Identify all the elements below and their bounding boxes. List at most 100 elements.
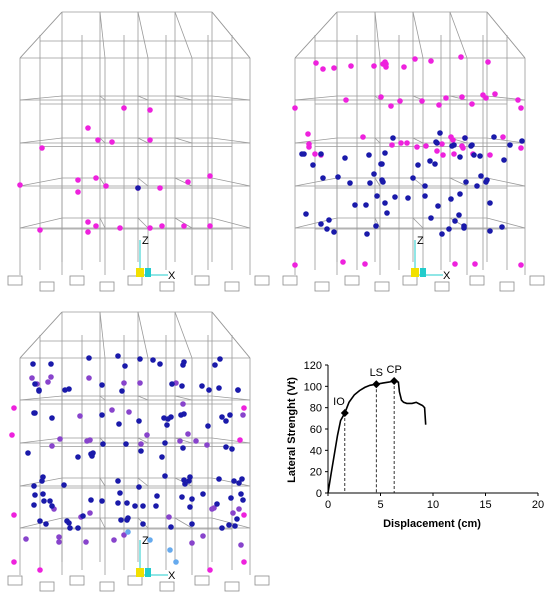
beam-line (137, 437, 149, 444)
z-axis-glyph: Z (142, 535, 149, 547)
plastic-hinge-dot (137, 356, 143, 362)
plastic-hinge-dot (217, 356, 223, 362)
plastic-hinge-dot (487, 200, 493, 206)
support-block (499, 281, 515, 292)
plastic-hinge-dot (40, 491, 46, 497)
plastic-hinge-dot (241, 512, 247, 518)
support-block (282, 275, 298, 286)
global-axes: ZX (136, 235, 176, 282)
beam-line (137, 11, 149, 59)
y-tick-label: 120 (304, 360, 322, 372)
plastic-hinge-dot (9, 432, 15, 438)
frame-lines (294, 11, 526, 275)
plastic-hinge-dot (214, 501, 220, 507)
origin-marker (136, 268, 144, 277)
beam-line (137, 477, 149, 487)
global-axes: ZX (136, 535, 176, 582)
plastic-hinge-dot (305, 131, 311, 137)
plastic-hinge-dot (80, 513, 86, 519)
plastic-hinge-dot (157, 361, 163, 367)
plastic-hinge-dot (109, 139, 115, 145)
plastic-hinge-dot (428, 215, 434, 221)
beam-line (412, 11, 424, 59)
plastic-hinge-dot (446, 226, 452, 232)
plastic-hinge-dot (410, 175, 416, 181)
plastic-hinge-dot (352, 202, 358, 208)
plastic-hinge-dot (117, 225, 123, 231)
plastic-hinge-dot (487, 228, 493, 234)
support-block (69, 575, 85, 586)
support-block (374, 281, 390, 292)
beam-line (137, 95, 149, 101)
plastic-hinge-dot (117, 490, 123, 496)
y-tick-label: 100 (304, 381, 322, 393)
plastic-hinge-dot (477, 153, 483, 159)
plastic-hinge-dot (85, 219, 91, 225)
plastic-hinge-dot (77, 413, 83, 419)
plastic-hinge-dot (86, 355, 92, 361)
performance-point-label: CP (387, 364, 402, 376)
beam-line (99, 217, 106, 229)
plastic-hinge-dot (140, 503, 146, 509)
plastic-hinge-dot (439, 231, 445, 237)
support-block (314, 281, 330, 292)
plastic-hinge-dot (39, 145, 45, 151)
pushover-curve-line (327, 380, 427, 494)
beam-line (294, 177, 338, 187)
x-tick-label: 0 (325, 499, 331, 511)
y-tick-label: 0 (316, 488, 322, 500)
support-block (469, 275, 485, 286)
plastic-hinge-dot (228, 495, 234, 501)
plastic-hinge-dot (189, 496, 195, 502)
plastic-hinge-dot (31, 502, 37, 508)
plastic-hinge-dot (115, 500, 121, 506)
plastic-hinge-dot (485, 59, 491, 65)
plastic-hinge-dot (177, 438, 183, 444)
beam-line (174, 395, 193, 401)
beam-line (137, 311, 149, 359)
plastic-hinge-dot (237, 437, 243, 443)
plastic-hinge-dot (390, 135, 396, 141)
plastic-hinge-dot (240, 412, 246, 418)
plastic-hinge-dot (167, 547, 173, 553)
plastic-hinge-dot (374, 193, 380, 199)
plastic-hinge-dot (116, 421, 122, 427)
plastic-hinge-dot (75, 177, 81, 183)
plastic-hinge-dot (17, 182, 23, 188)
supports (7, 275, 270, 292)
plastic-hinges (17, 105, 213, 235)
plastic-hinge-dot (301, 151, 307, 157)
plastic-hinge-dot (340, 259, 346, 265)
plastic-hinge-dot (422, 193, 428, 199)
plastic-hinge-dot (227, 412, 233, 418)
plastic-hinge-dot (189, 540, 195, 546)
plastic-hinge-dot (147, 137, 153, 143)
plastic-hinge-dot (99, 412, 105, 418)
plastic-hinge-dot (180, 445, 186, 451)
plastic-hinge-dot (232, 523, 238, 529)
plastic-hinge-dot (405, 195, 411, 201)
beam-line (486, 217, 526, 229)
plastic-hinge-dot (360, 134, 366, 140)
plastic-hinge-dot (434, 148, 440, 154)
plastic-hinge-dot (458, 54, 464, 60)
plastic-hinge-dot (238, 491, 244, 497)
plastic-hinge-dot (118, 517, 124, 523)
plastic-hinge-dot (162, 473, 168, 479)
plastic-hinge-dot (439, 141, 445, 147)
plastic-hinge-dot (138, 448, 144, 454)
plastic-hinge-dot (39, 478, 45, 484)
beam-line (99, 11, 106, 59)
plastic-hinge-dot (236, 506, 242, 512)
plastic-hinge-dot (238, 542, 244, 548)
beam-line (19, 395, 63, 401)
plastic-hinge-dot (347, 180, 353, 186)
beam-line (449, 11, 468, 59)
beam-line (449, 177, 468, 187)
x-axis-glyph: X (168, 270, 176, 282)
plastic-hinge-dot (207, 173, 213, 179)
plastic-hinge-dot (121, 105, 127, 111)
plastic-hinge-dot (84, 438, 90, 444)
plastic-hinge-dot (434, 140, 440, 146)
plastic-hinge-dot (85, 125, 91, 131)
